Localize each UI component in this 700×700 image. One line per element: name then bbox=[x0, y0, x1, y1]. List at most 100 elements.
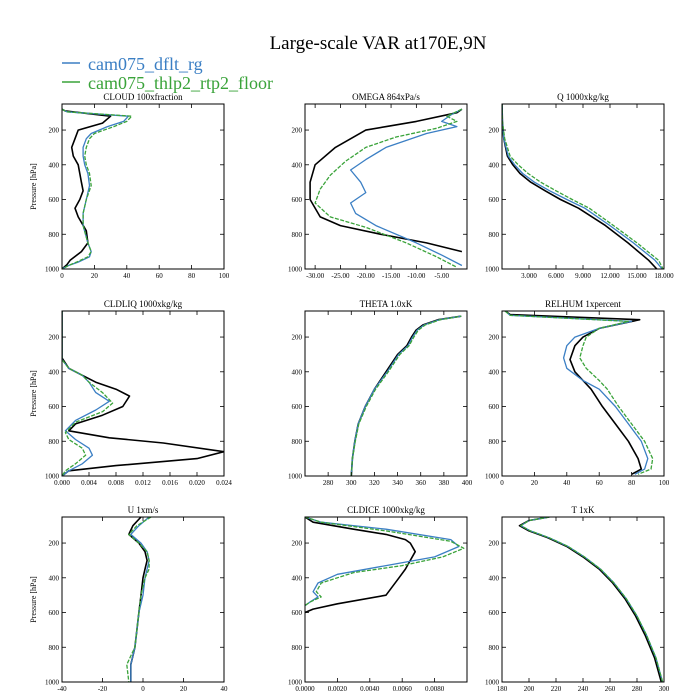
thlp2-line bbox=[126, 517, 152, 682]
x-tick-label: 20 bbox=[531, 479, 539, 487]
x-tick-label: 300 bbox=[659, 685, 670, 693]
y-tick-label: 1000 bbox=[288, 679, 303, 687]
x-tick-label: 0.0000 bbox=[295, 685, 315, 693]
dflt-line bbox=[305, 517, 460, 607]
x-tick-label: 40 bbox=[563, 479, 571, 487]
y-tick-label: 800 bbox=[49, 644, 60, 652]
ref-line bbox=[502, 104, 658, 269]
x-tick-label: 320 bbox=[369, 479, 380, 487]
y-tick-label: 600 bbox=[49, 609, 60, 617]
y-tick-label: 200 bbox=[49, 127, 60, 135]
x-tick-label: 80 bbox=[188, 272, 196, 280]
y-tick-label: 800 bbox=[489, 438, 500, 446]
ref-line bbox=[305, 517, 417, 614]
x-tick-label: 0.020 bbox=[189, 479, 205, 487]
ref-line bbox=[350, 315, 462, 476]
y-tick-label: 400 bbox=[49, 368, 60, 376]
plot-frame bbox=[501, 516, 665, 683]
x-tick-label: 3.000 bbox=[521, 272, 537, 280]
y-tick-label: 200 bbox=[489, 127, 500, 135]
y-tick-label: 600 bbox=[292, 609, 303, 617]
legend-label-dflt: cam075_dflt_rg bbox=[88, 54, 203, 74]
x-tick-label: 100 bbox=[219, 272, 230, 280]
panel-title: RELHUM 1xpercent bbox=[545, 299, 621, 309]
y-tick-label: 600 bbox=[49, 403, 60, 411]
thlp2-line bbox=[62, 311, 114, 476]
thlp2-line bbox=[350, 315, 462, 476]
x-tick-label: -20 bbox=[98, 685, 108, 693]
x-tick-label: 0 bbox=[500, 479, 504, 487]
x-tick-label: 280 bbox=[323, 479, 334, 487]
x-tick-label: 6.000 bbox=[548, 272, 564, 280]
ref-line bbox=[62, 108, 112, 269]
y-tick-label: 200 bbox=[489, 540, 500, 548]
y-tick-label: 600 bbox=[292, 403, 303, 411]
y-tick-label: 200 bbox=[292, 540, 303, 548]
x-tick-label: 280 bbox=[632, 685, 643, 693]
thlp2-line bbox=[520, 517, 664, 682]
y-tick-label: 800 bbox=[292, 438, 303, 446]
plot-frame bbox=[501, 310, 665, 477]
plot-frame bbox=[61, 516, 225, 683]
y-tick-label: 200 bbox=[489, 334, 500, 342]
y-tick-label: 800 bbox=[489, 644, 500, 652]
panel-5: RELHUM 1xpercent 0 20 40 60 80 100 200 400 600 800… bbox=[485, 299, 670, 487]
panel-6: U 1xm/s Pressure [hPa] -40 -20 0 20 40 200 400 60… bbox=[29, 505, 228, 693]
dflt-line bbox=[502, 104, 663, 269]
x-tick-label: 340 bbox=[392, 479, 403, 487]
legend: cam075_dflt_rg cam075_thlp2_rtp2_floor bbox=[62, 54, 273, 93]
y-tick-label: 1000 bbox=[45, 266, 60, 274]
panel-1: OMEGA 864xPa/s -30.00 -25.00 -20.00 -15.00 -1… bbox=[288, 92, 468, 280]
x-tick-label: 180 bbox=[497, 685, 508, 693]
panel-8: T 1xK 180 200 220 240 260 280 300 200 400 600 800 10… bbox=[485, 505, 670, 693]
y-tick-label: 200 bbox=[49, 540, 60, 548]
plot-frame bbox=[304, 103, 468, 270]
panel-title: OMEGA 864xPa/s bbox=[352, 92, 420, 102]
x-tick-label: 0.012 bbox=[135, 479, 151, 487]
y-tick-label: 400 bbox=[292, 368, 303, 376]
x-tick-label: 0.016 bbox=[162, 479, 178, 487]
dflt-line bbox=[62, 311, 110, 476]
panel-0: CLOUD 100xfraction Pressure [hPa] 0 20 40 60 8… bbox=[29, 92, 230, 280]
legend-label-thlp2: cam075_thlp2_rtp2_floor bbox=[88, 73, 273, 93]
y-tick-label: 1000 bbox=[45, 679, 60, 687]
thlp2-line bbox=[502, 104, 664, 269]
x-tick-label: -10.00 bbox=[407, 272, 426, 280]
panel-title: U 1xm/s bbox=[128, 505, 159, 515]
x-tick-label: 12.000 bbox=[600, 272, 620, 280]
y-tick-label: 400 bbox=[489, 368, 500, 376]
panel-4: THETA 1.0xK 280 300 320 340 360 380 400 200 400 60… bbox=[288, 299, 473, 487]
x-tick-label: 18.000 bbox=[654, 272, 674, 280]
panel-title: THETA 1.0xK bbox=[360, 299, 413, 309]
x-tick-label: 0.0080 bbox=[425, 685, 445, 693]
x-tick-label: 260 bbox=[605, 685, 616, 693]
x-tick-label: 380 bbox=[439, 479, 450, 487]
x-tick-label: 240 bbox=[578, 685, 589, 693]
x-tick-label: 360 bbox=[415, 479, 426, 487]
x-tick-label: 60 bbox=[156, 272, 164, 280]
panel-2: Q 1000xkg/kg 3.000 6.000 9.000 12.000 15.000 1… bbox=[485, 92, 674, 280]
dflt-line bbox=[520, 517, 664, 682]
x-tick-label: 0.0020 bbox=[328, 685, 348, 693]
plot-frame bbox=[61, 310, 225, 477]
y-tick-label: 400 bbox=[49, 574, 60, 582]
x-tick-label: 200 bbox=[524, 685, 535, 693]
dflt-line bbox=[349, 108, 463, 267]
panel-title: CLOUD 100xfraction bbox=[103, 92, 183, 102]
y-tick-label: 1000 bbox=[485, 679, 500, 687]
y-tick-label: 400 bbox=[49, 161, 60, 169]
thlp2-line bbox=[305, 517, 465, 607]
x-tick-label: 15.000 bbox=[627, 272, 647, 280]
x-tick-label: 220 bbox=[551, 685, 562, 693]
y-tick-label: 800 bbox=[292, 644, 303, 652]
x-tick-label: 0.008 bbox=[108, 479, 124, 487]
x-tick-label: 60 bbox=[596, 479, 604, 487]
panel-3: CLDLIQ 1000xkg/kg Pressure [hPa] 0.000 0.00… bbox=[29, 299, 232, 487]
x-tick-label: 100 bbox=[659, 479, 670, 487]
y-tick-label: 600 bbox=[489, 403, 500, 411]
ref-line bbox=[504, 311, 643, 476]
y-tick-label: 800 bbox=[49, 231, 60, 239]
ref-line bbox=[62, 311, 224, 476]
x-tick-label: 300 bbox=[346, 479, 357, 487]
